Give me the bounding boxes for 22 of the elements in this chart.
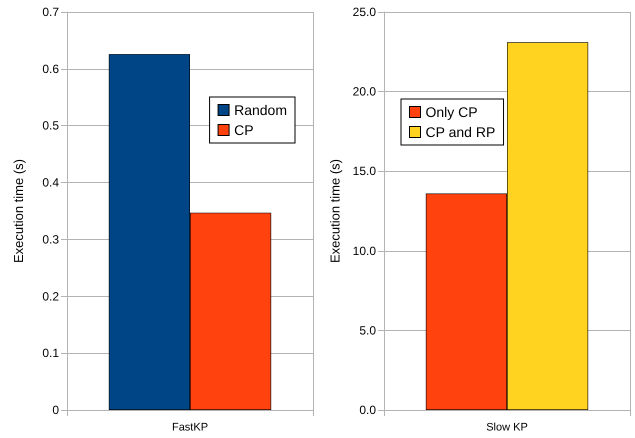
y-tick-label: 0.4 — [42, 176, 60, 190]
y-tick-label: 5.0 — [359, 323, 376, 338]
y-tick-label: 0.3 — [42, 232, 60, 246]
y-tick-label: 20.0 — [352, 84, 376, 99]
y-tick-label: 0.7 — [42, 5, 60, 19]
y-tick-label: 0.5 — [42, 118, 60, 133]
legend-label: CP and RP — [426, 124, 496, 140]
x-tick-label: FastKP — [172, 422, 208, 434]
y-tick-label: 0.2 — [42, 289, 60, 304]
legend-label: Random — [234, 102, 288, 118]
y-tick-label: 15.0 — [352, 164, 376, 178]
y-tick-label: 0.0 — [359, 403, 376, 417]
y-tick-label: 10.0 — [352, 244, 376, 258]
y-tick-label: 0 — [52, 403, 60, 417]
legend-label: Only CP — [426, 104, 478, 120]
y-axis-title: Execution time (s) — [11, 158, 26, 264]
y-tick-label: 0.1 — [42, 346, 60, 360]
y-axis-title: Execution time (s) — [328, 158, 343, 264]
y-tick-label: 0.6 — [42, 62, 60, 76]
x-tick-label: Slow KP — [486, 422, 528, 434]
y-tick-label: 25.0 — [352, 5, 376, 19]
legend-label: CP — [234, 122, 254, 138]
